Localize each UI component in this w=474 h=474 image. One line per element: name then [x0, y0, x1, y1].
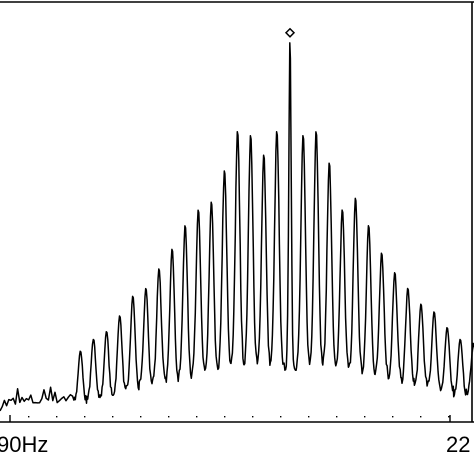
peak-marker-diamond — [284, 27, 296, 38]
plot-frame — [0, 1, 474, 423]
x-minor-tick — [196, 416, 198, 418]
x-tick-label-left: 90Hz — [0, 432, 48, 457]
spectrum-series — [0, 42, 474, 412]
x-tick-label-right: 22 — [446, 432, 470, 457]
x-minor-tick — [140, 416, 142, 418]
x-minor-tick — [308, 416, 310, 418]
spectrum-line — [0, 42, 474, 412]
x-minor-tick — [252, 416, 254, 418]
x-minor-tick — [336, 416, 338, 418]
x-minor-tick — [448, 416, 450, 418]
x-minor-tick — [168, 416, 170, 418]
x-minor-tick — [56, 416, 58, 418]
x-minor-tick — [84, 416, 86, 418]
x-minor-tick — [364, 416, 366, 418]
x-minor-tick — [392, 416, 394, 418]
x-minor-tick — [112, 416, 114, 418]
x-minor-tick — [280, 416, 282, 418]
x-minor-tick — [28, 416, 30, 418]
x-axis-ticks — [9, 415, 451, 422]
x-minor-tick — [224, 416, 226, 418]
x-minor-tick — [420, 416, 422, 418]
peak-marker-group — [284, 27, 296, 38]
